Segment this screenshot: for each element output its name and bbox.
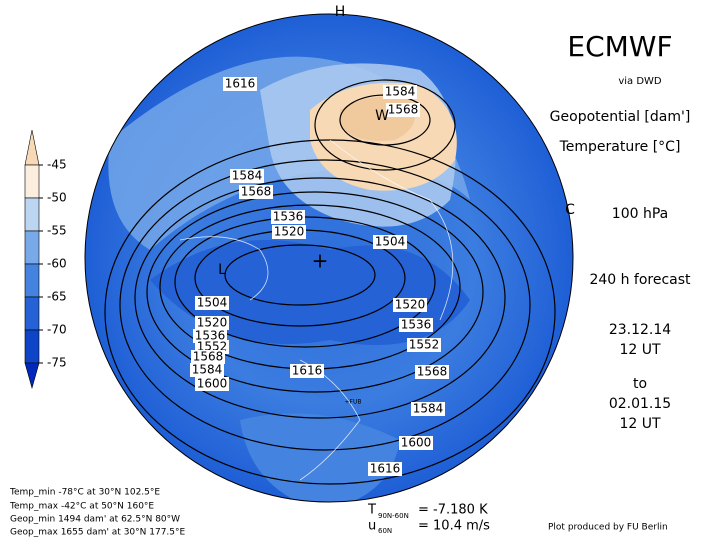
title: ECMWF: [567, 30, 672, 63]
label-box: [272, 225, 306, 239]
diag-value: = 10.4 m/s: [418, 519, 490, 534]
label-box: [193, 329, 227, 343]
label-box: [223, 77, 257, 91]
contour-label: 1584: [413, 402, 444, 416]
label-box: [239, 185, 273, 199]
contour-label: 1520: [395, 298, 426, 312]
label-box: [399, 318, 433, 332]
stat: Temp_max -42°C at 50°N 160°E: [9, 502, 154, 512]
contour-label: 1568: [241, 185, 272, 199]
stat: Temp_min -78°C at 30°N 102.5°E: [9, 488, 160, 498]
contour-label: 1584: [232, 169, 263, 183]
contour-label: 1520: [197, 316, 228, 330]
pressure-marker: W: [375, 108, 389, 124]
contour-label: 1616: [370, 462, 401, 476]
label-box: [290, 364, 324, 378]
colorbar-label: -65: [47, 290, 67, 304]
contour-label: 1616: [292, 364, 323, 378]
level: 100 hPa: [612, 206, 668, 222]
contour-label: 1600: [401, 436, 432, 450]
date: 23.12.14: [609, 322, 671, 338]
contour-label: 1616: [225, 77, 256, 91]
label-box: [411, 402, 445, 416]
stat: Geop_min 1494 dam' at 62.5°N 80°W: [10, 515, 180, 525]
colorbar-box: [24, 329, 40, 364]
colorbar-label: -50: [47, 191, 67, 205]
colorbar-cap: [24, 129, 40, 166]
colorbar-box: [24, 164, 40, 199]
colorbar-box: [24, 263, 40, 298]
colorbar-cap: [24, 362, 40, 390]
field: Temperature [°C]: [559, 139, 681, 155]
diag-symbol: u: [368, 519, 376, 534]
label-box: [407, 338, 441, 352]
label-box: [195, 316, 229, 330]
time: 12 UT: [619, 416, 661, 432]
pressure-marker: C: [565, 202, 575, 218]
contour-label: 1536: [401, 318, 432, 332]
colorbar-box: [24, 197, 40, 232]
label-box: [195, 377, 229, 391]
field: Geopotential [dam']: [550, 109, 691, 125]
colorbar-box: [24, 296, 40, 331]
contour-label: 1552: [409, 338, 440, 352]
globe: [85, 14, 573, 502]
date: 02.01.15: [609, 396, 671, 412]
colorbar-label: -55: [47, 224, 67, 238]
contour-label: 1504: [375, 235, 406, 249]
pressure-marker: H: [335, 4, 346, 20]
contour-label: 1536: [195, 329, 226, 343]
label-box: [393, 298, 427, 312]
label-box: [191, 350, 225, 364]
contour-label: 1520: [274, 225, 305, 239]
source: via DWD: [618, 76, 662, 87]
contour-label: 1584: [192, 363, 223, 377]
label-box: [368, 462, 402, 476]
contour-label: 1568: [417, 365, 448, 379]
label-box: [415, 365, 449, 379]
forecast: 240 h forecast: [589, 272, 691, 288]
diag-value: = -7.180 K: [418, 503, 488, 518]
colorbar-label: -45: [47, 158, 67, 172]
label-box: [383, 85, 417, 99]
label-box: [386, 103, 420, 117]
label-box: [399, 436, 433, 450]
colorbar-box: [24, 230, 40, 265]
footer: Plot produced by FU Berlin: [548, 523, 668, 533]
label-box: [271, 210, 305, 224]
to: to: [633, 376, 647, 392]
contour-label: 1600: [197, 377, 228, 391]
diag-sub: 60N: [378, 527, 392, 535]
stat: Geop_max 1655 dam' at 30°N 177.5°E: [10, 528, 186, 538]
colorbar-label: -60: [47, 257, 67, 271]
contour-label: 1568: [388, 103, 419, 117]
contour-label: 1584: [385, 85, 416, 99]
contour-label: 1568: [193, 350, 224, 364]
pressure-marker: +: [312, 249, 329, 273]
contour-label: 1504: [197, 296, 228, 310]
pressure-marker: +FUB: [345, 399, 362, 406]
pressure-marker: L: [218, 262, 226, 278]
colorbar-label: -70: [47, 323, 67, 337]
diag-sub: 90N-60N: [378, 512, 409, 520]
colorbar-label: -75: [47, 356, 67, 370]
label-box: [373, 235, 407, 249]
label-box: [195, 296, 229, 310]
label-box: [230, 169, 264, 183]
diag-symbol: T: [367, 503, 376, 518]
contour-label: 1536: [273, 210, 304, 224]
time: 12 UT: [619, 342, 661, 358]
label-box: [190, 363, 224, 377]
